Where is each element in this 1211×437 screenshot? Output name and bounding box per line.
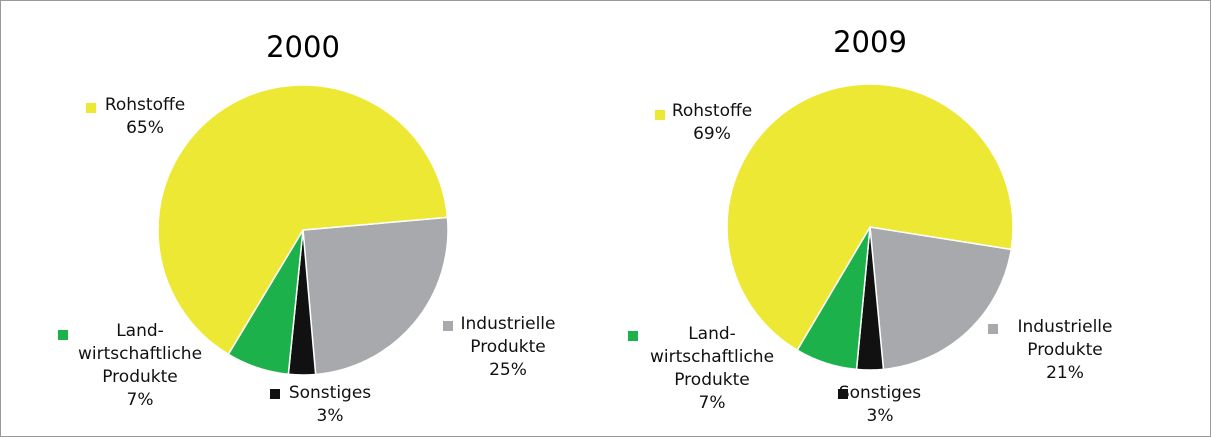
- percent-label: 65%: [126, 118, 164, 138]
- legend-square: [838, 389, 848, 399]
- pie-slice: [869, 226, 1013, 371]
- legend-square: [270, 389, 280, 399]
- pie-slice: [302, 216, 449, 376]
- percent-label: 7%: [698, 393, 726, 413]
- percent-label: 25%: [489, 360, 527, 380]
- slice-label: Land- wirtschaftliche Produkte 7%: [650, 323, 774, 415]
- category-name: Land- wirtschaftliche Produkte: [649, 324, 775, 390]
- slice-label: Industrielle Produkte 21%: [1018, 316, 1113, 385]
- category-name: Industrielle Produkte: [460, 314, 556, 357]
- slice-label: Rohstoffe 65%: [105, 94, 185, 140]
- category-name: Sonstiges: [838, 383, 922, 403]
- legend-square: [988, 324, 998, 334]
- pie-slice: [726, 83, 1014, 352]
- percent-label: 3%: [316, 406, 344, 426]
- slice-label: Rohstoffe 69%: [672, 100, 752, 146]
- chart-title: 2000: [266, 30, 340, 64]
- category-name: Rohstoffe: [104, 95, 186, 115]
- category-name: Sonstiges: [288, 383, 372, 403]
- slice-label: Land- wirtschaftliche Produkte 7%: [78, 320, 202, 412]
- legend-square: [655, 110, 665, 120]
- category-name: Rohstoffe: [671, 101, 753, 121]
- category-name: Land- wirtschaftliche Produkte: [77, 321, 203, 387]
- percent-label: 3%: [866, 406, 894, 426]
- slice-label: Sonstiges 3%: [839, 382, 921, 428]
- slice-label: Industrielle Produkte 25%: [461, 313, 556, 382]
- legend-square: [628, 331, 638, 341]
- percent-label: 69%: [693, 124, 731, 144]
- category-name: Industrielle Produkte: [1017, 317, 1113, 360]
- slice-label: Sonstiges 3%: [289, 382, 371, 428]
- percent-label: 7%: [126, 390, 154, 410]
- legend-square: [58, 330, 68, 340]
- legend-square: [443, 321, 453, 331]
- legend-square: [86, 103, 96, 113]
- percent-label: 21%: [1046, 363, 1084, 383]
- chart-title: 2009: [833, 25, 907, 59]
- pie-slice: [157, 84, 449, 356]
